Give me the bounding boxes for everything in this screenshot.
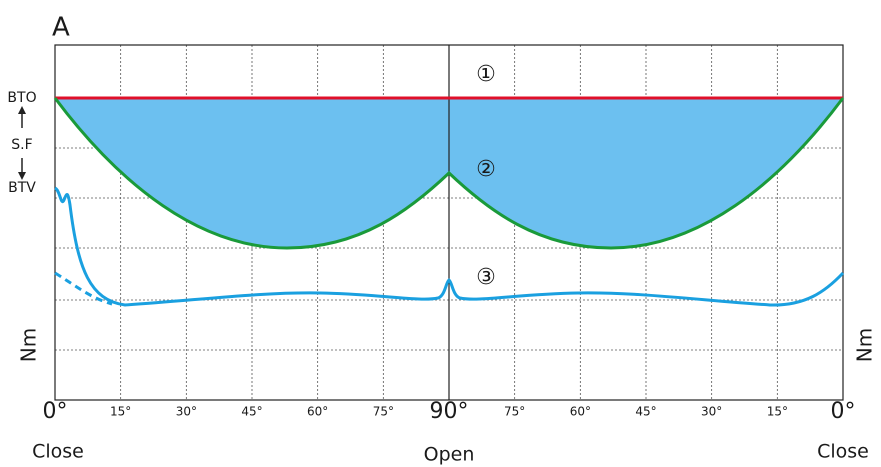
running-torque-curve bbox=[54, 186, 845, 307]
x-tick-label: 60° bbox=[307, 405, 328, 419]
unit-label: Nm bbox=[853, 328, 877, 362]
position-label: Open bbox=[424, 444, 475, 466]
panel-label: A bbox=[52, 13, 70, 43]
x-tick-label: 15° bbox=[767, 405, 788, 419]
left-label: BTV bbox=[8, 180, 36, 196]
position-label: Close bbox=[817, 441, 869, 463]
x-tick-label: 60° bbox=[570, 405, 591, 419]
x-tick-label: 75° bbox=[373, 405, 394, 419]
btv-curve bbox=[53, 97, 845, 250]
marker: ③ bbox=[476, 265, 496, 290]
arrow-head bbox=[18, 106, 26, 114]
x-tick-label: 30° bbox=[701, 405, 722, 419]
x-tick-label: 45° bbox=[241, 405, 262, 419]
left-label: BTO bbox=[7, 90, 36, 106]
x-tick-label: 30° bbox=[176, 405, 197, 419]
x-tick-label: 75° bbox=[504, 405, 525, 419]
x-tick-label: 0° bbox=[831, 399, 856, 424]
marker: ① bbox=[476, 62, 496, 87]
left-label: S.F bbox=[11, 137, 32, 153]
position-label: Close bbox=[32, 441, 84, 463]
x-tick-label: 90° bbox=[430, 399, 469, 424]
x-tick-label: 45° bbox=[635, 405, 656, 419]
unit-label: Nm bbox=[17, 328, 41, 362]
alt-torque-curve bbox=[54, 271, 113, 306]
x-tick-label: 15° bbox=[110, 405, 131, 419]
x-tick-label: 0° bbox=[43, 399, 68, 424]
arrow-head bbox=[18, 172, 26, 180]
marker: ② bbox=[476, 157, 496, 182]
